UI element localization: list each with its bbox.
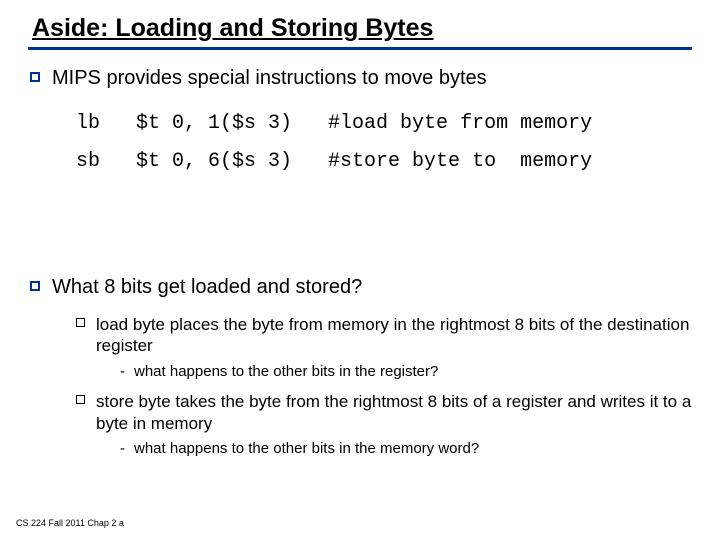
code-line-2: sb $t 0, 6($s 3) #store byte to memory [76,150,592,173]
square-bullet-icon [30,72,40,82]
sub-load-q-text: what happens to the other bits in the re… [134,363,438,380]
sub-store-q: - what happens to the other bits in the … [120,440,692,459]
dash-icon: - [120,440,125,459]
slide-title: Aside: Loading and Storing Bytes [32,14,692,43]
title-rule [28,47,692,50]
square-bullet-small-icon [76,395,85,404]
square-bullet-icon [30,281,40,291]
sub-store-text: store byte takes the byte from the right… [96,392,691,432]
sub-load-text: load byte places the byte from memory in… [96,315,689,355]
dash-icon: - [120,363,125,382]
spacer [28,189,692,275]
bullet-mips: MIPS provides special instructions to mo… [28,66,692,91]
slide: Aside: Loading and Storing Bytes MIPS pr… [0,0,720,540]
bullet-mips-text: MIPS provides special instructions to mo… [52,67,487,89]
sub-load-q: - what happens to the other bits in the … [120,363,692,382]
sub-store: store byte takes the byte from the right… [76,391,692,434]
code-block: lb $t 0, 1($s 3) #load byte from memory … [76,105,692,181]
sub-store-q-text: what happens to the other bits in the me… [134,440,479,457]
footer: CS 224 Fall 2011 Chap 2 a [16,518,124,528]
sub-load: load byte places the byte from memory in… [76,314,692,357]
bullet-what: What 8 bits get loaded and stored? [28,275,692,300]
square-bullet-small-icon [76,318,85,327]
code-line-1: lb $t 0, 1($s 3) #load byte from memory [76,112,592,135]
bullet-what-text: What 8 bits get loaded and stored? [52,276,362,298]
